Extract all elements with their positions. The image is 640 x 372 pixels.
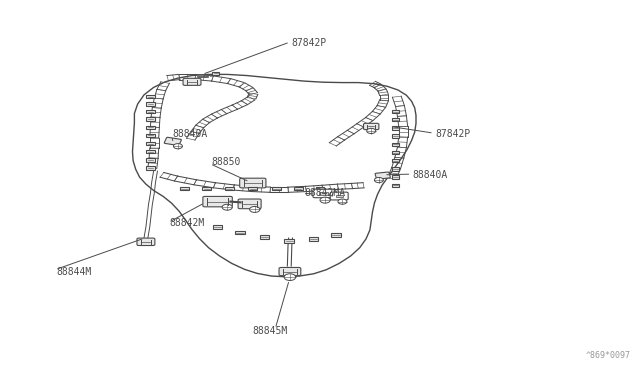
Bar bbox=[272, 187, 281, 190]
FancyBboxPatch shape bbox=[137, 238, 155, 246]
Circle shape bbox=[250, 206, 260, 212]
Circle shape bbox=[367, 128, 376, 134]
Text: ^869*0097: ^869*0097 bbox=[586, 351, 630, 360]
FancyBboxPatch shape bbox=[330, 192, 348, 200]
Bar bbox=[260, 235, 269, 239]
Bar bbox=[146, 125, 155, 129]
FancyBboxPatch shape bbox=[203, 196, 232, 207]
Bar bbox=[146, 166, 155, 170]
Circle shape bbox=[374, 177, 383, 183]
Bar bbox=[392, 184, 399, 187]
Bar bbox=[294, 187, 303, 190]
Text: 88844M: 88844M bbox=[56, 267, 92, 276]
Text: 88840A: 88840A bbox=[173, 129, 208, 139]
Circle shape bbox=[320, 197, 330, 203]
Bar bbox=[236, 231, 245, 234]
Bar bbox=[225, 187, 234, 190]
Bar bbox=[392, 159, 399, 162]
Bar bbox=[392, 175, 399, 179]
Bar bbox=[146, 102, 155, 106]
FancyBboxPatch shape bbox=[240, 178, 266, 188]
Bar bbox=[316, 187, 324, 190]
FancyBboxPatch shape bbox=[279, 267, 301, 276]
Circle shape bbox=[222, 204, 232, 210]
Bar bbox=[392, 110, 399, 113]
Bar bbox=[336, 195, 343, 198]
Bar bbox=[392, 134, 399, 138]
Bar bbox=[319, 192, 328, 195]
Bar bbox=[392, 142, 399, 146]
FancyBboxPatch shape bbox=[164, 137, 181, 145]
Circle shape bbox=[284, 274, 296, 280]
FancyBboxPatch shape bbox=[238, 199, 261, 209]
Bar bbox=[212, 225, 223, 229]
Text: 88845M: 88845M bbox=[253, 326, 288, 336]
Bar bbox=[146, 134, 155, 137]
Bar bbox=[146, 117, 155, 121]
Circle shape bbox=[173, 144, 182, 149]
Bar bbox=[202, 187, 211, 190]
Bar bbox=[146, 150, 155, 153]
Bar bbox=[248, 187, 257, 190]
Text: 88850: 88850 bbox=[211, 157, 241, 167]
Bar bbox=[146, 95, 155, 98]
Circle shape bbox=[338, 199, 347, 204]
Text: 87842P: 87842P bbox=[291, 38, 326, 48]
Text: 88842MA: 88842MA bbox=[304, 189, 345, 198]
Bar bbox=[392, 167, 399, 170]
Bar bbox=[146, 158, 155, 161]
FancyBboxPatch shape bbox=[364, 123, 379, 129]
Bar bbox=[285, 239, 294, 243]
Bar bbox=[392, 151, 399, 154]
Text: 88842M: 88842M bbox=[170, 218, 205, 228]
FancyBboxPatch shape bbox=[313, 189, 335, 198]
Bar bbox=[392, 118, 399, 121]
Bar bbox=[180, 187, 189, 190]
Bar bbox=[332, 233, 341, 237]
FancyBboxPatch shape bbox=[375, 172, 390, 179]
Text: 87842P: 87842P bbox=[435, 129, 470, 139]
FancyBboxPatch shape bbox=[183, 78, 201, 85]
Bar bbox=[212, 72, 219, 74]
Bar bbox=[392, 126, 399, 129]
Bar bbox=[146, 110, 155, 113]
Text: 88840A: 88840A bbox=[413, 170, 448, 180]
Bar bbox=[309, 237, 319, 241]
Bar bbox=[146, 142, 155, 145]
